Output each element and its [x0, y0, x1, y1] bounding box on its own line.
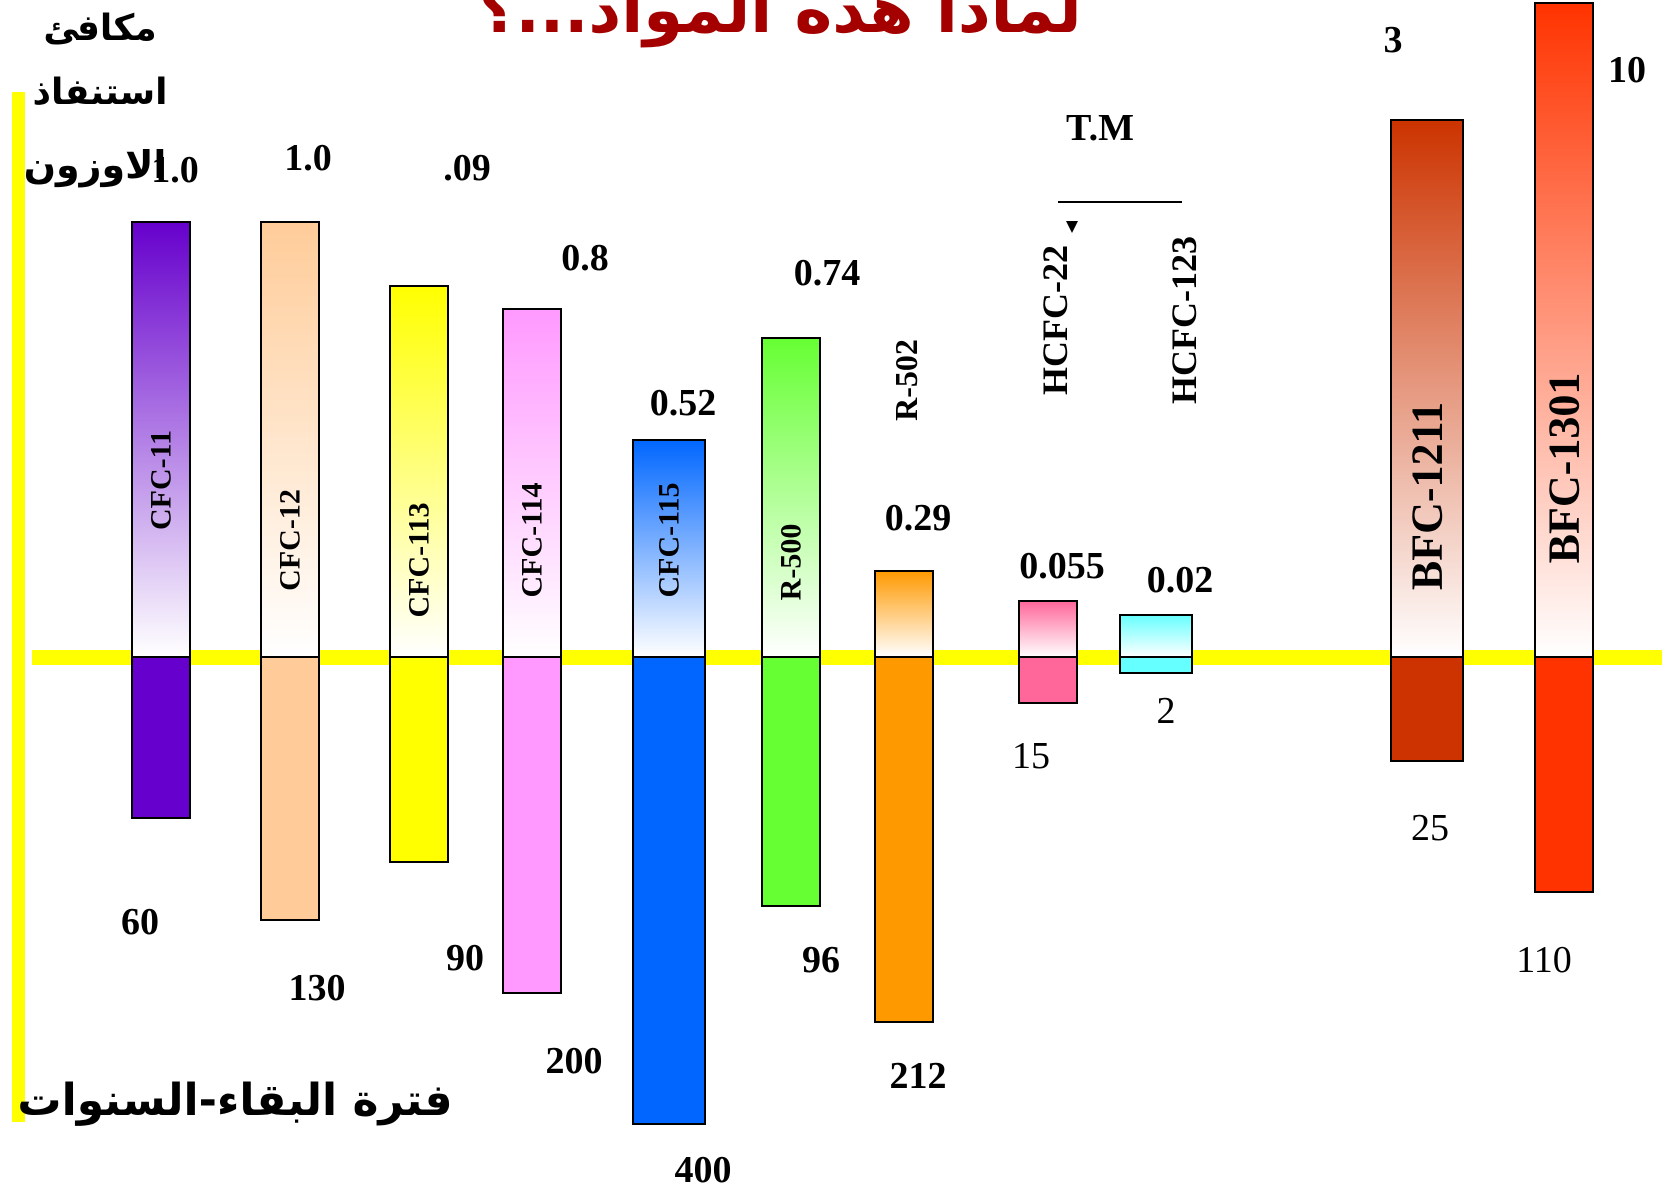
- bar-lifetime-r-500: [762, 657, 820, 906]
- bar-odp-hcfc-123: [1120, 615, 1192, 657]
- bar-lifetime-cfc-12: [261, 657, 319, 920]
- lifetime-value-label: 2: [1157, 690, 1176, 732]
- y-axis-top-label-2: استنفاذ: [32, 72, 167, 113]
- category-label-cfc-11: CFC-11: [145, 430, 178, 530]
- category-label-hcfc-22: HCFC-22: [1035, 245, 1075, 395]
- category-label-r-500: R-500: [775, 524, 808, 601]
- odp-value-label: .09: [443, 147, 491, 189]
- lifetime-value-label: 25: [1411, 807, 1449, 849]
- category-label-cfc-113: CFC-113: [403, 503, 436, 618]
- bar-lifetime-bfc-1211: [1391, 657, 1463, 761]
- odp-value-label: 3: [1384, 19, 1403, 61]
- lifetime-value-label: 15: [1012, 735, 1050, 777]
- bar-lifetime-hcfc-123: [1120, 657, 1192, 673]
- odp-value-label: 10: [1608, 49, 1646, 91]
- category-label-cfc-12: CFC-12: [274, 489, 307, 591]
- bar-odp-hcfc-22: [1019, 601, 1077, 657]
- lifetime-value-label: 96: [802, 939, 840, 981]
- category-label-bfc-1301: BFC-1301: [1540, 373, 1589, 564]
- lifetime-value-label: 90: [446, 937, 484, 979]
- bar-lifetime-bfc-1301: [1535, 657, 1593, 892]
- category-label-r-502: R-502: [888, 339, 924, 421]
- category-label-cfc-115: CFC-115: [653, 483, 686, 598]
- odp-value-label: 1.0: [151, 149, 199, 191]
- chart-title: لماذا هذه المواد...؟: [478, 0, 1081, 48]
- category-label-bfc-1211: BFC-1211: [1403, 402, 1452, 590]
- y-axis-bottom-label: فترة البقاء-السنوات: [17, 1075, 452, 1126]
- odp-value-label: 0.74: [794, 252, 861, 294]
- bar-odp-r-502: [875, 571, 933, 657]
- odp-value-label: 0.02: [1147, 559, 1214, 601]
- odp-value-label: 0.52: [650, 382, 717, 424]
- bar-lifetime-r-502: [875, 657, 933, 1022]
- bar-lifetime-cfc-11: [132, 657, 190, 818]
- y-axis-line: [12, 92, 25, 1122]
- bar-lifetime-cfc-115: [633, 657, 705, 1124]
- bar-lifetime-cfc-114: [503, 657, 561, 993]
- category-label-cfc-114: CFC-114: [516, 483, 549, 598]
- lifetime-value-label: 212: [890, 1055, 947, 1097]
- category-label-hcfc-123: HCFC-123: [1164, 236, 1204, 404]
- tm-label: T.M: [1066, 107, 1134, 149]
- y-axis-top-label-3: الاوزون: [24, 143, 167, 188]
- tm-arrow-icon: [1066, 221, 1078, 233]
- lifetime-value-label: 130: [289, 967, 346, 1009]
- lifetime-value-label: 60: [121, 901, 159, 943]
- odp-value-label: 0.055: [1019, 545, 1105, 587]
- lifetime-value-label: 400: [675, 1149, 732, 1187]
- odp-value-label: 0.29: [885, 497, 952, 539]
- y-axis-top-label-1: مكافئ: [43, 8, 156, 49]
- bar-lifetime-cfc-113: [390, 657, 448, 862]
- bar-odp-r-500: [762, 338, 820, 657]
- bar-lifetime-hcfc-22: [1019, 657, 1077, 703]
- odp-value-label: 1.0: [284, 137, 332, 179]
- odp-value-label: 0.8: [561, 237, 609, 279]
- lifetime-value-label: 110: [1516, 939, 1572, 981]
- lifetime-value-label: 200: [546, 1040, 603, 1082]
